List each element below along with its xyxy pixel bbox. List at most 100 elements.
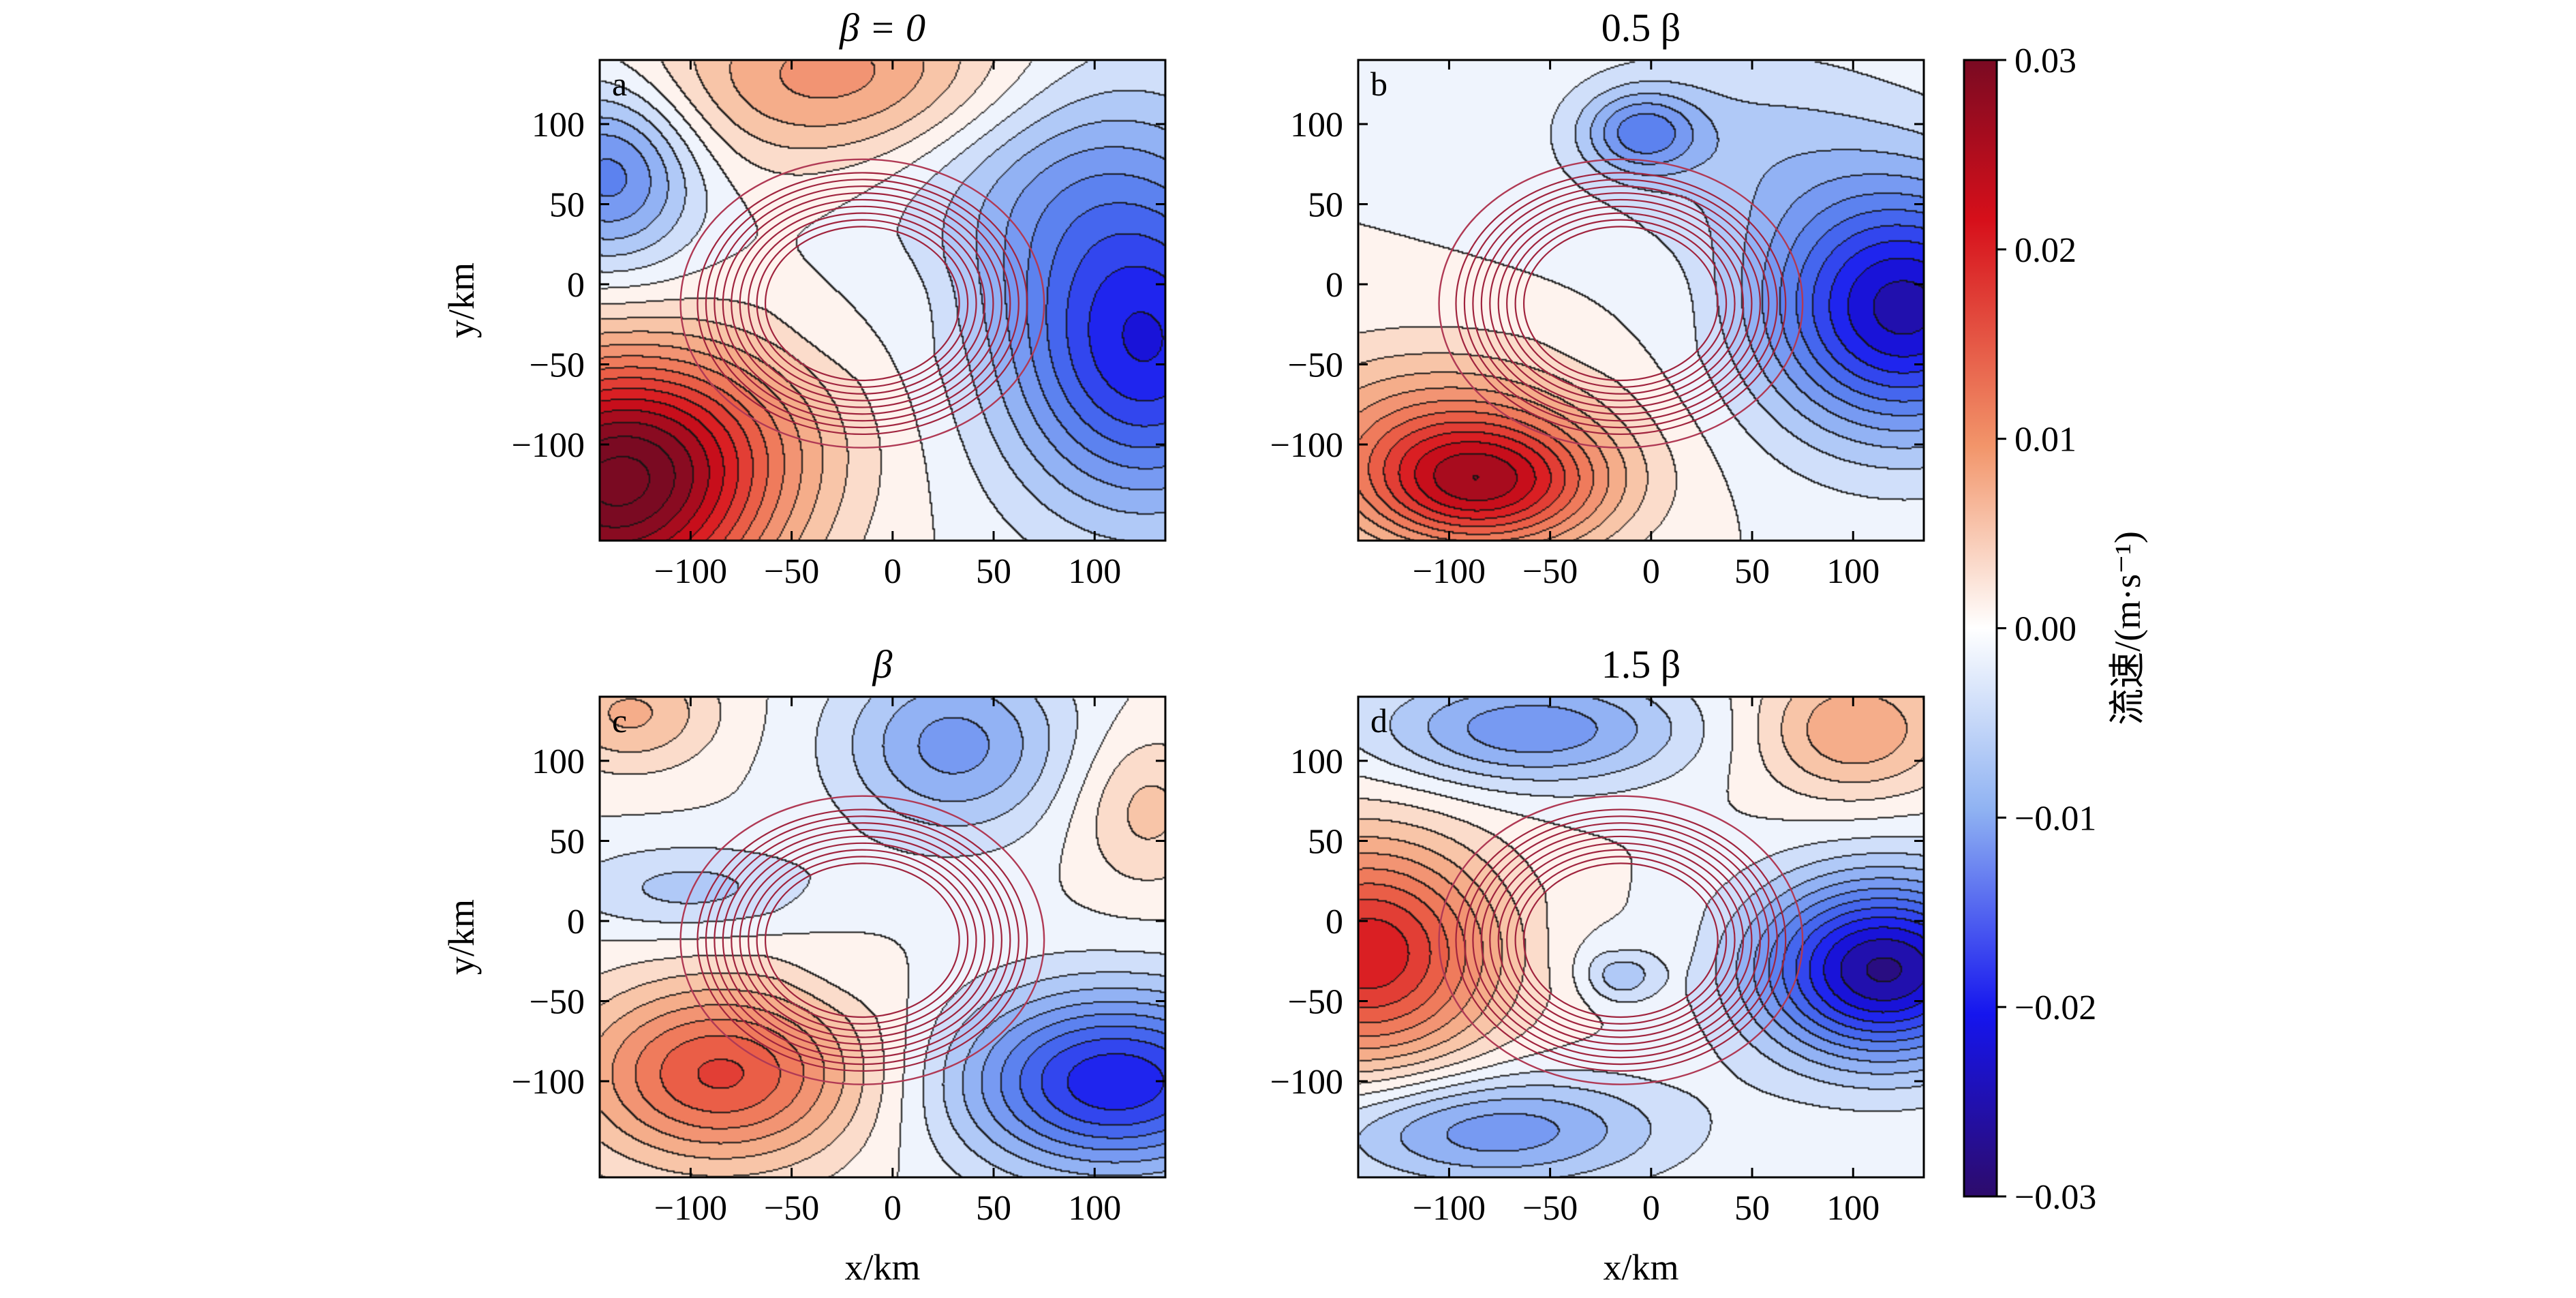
x-tick-label: 100 [1068, 552, 1121, 591]
vortex-ring [1522, 862, 1719, 1018]
colorbar-tick-label: 0.01 [2014, 421, 2076, 459]
x-tick-label: 50 [1734, 552, 1770, 591]
y-axis-label: y/km [441, 899, 482, 975]
vortex-ring [696, 172, 1028, 436]
x-tick-label: 0 [1642, 552, 1660, 591]
panel-c: −100 −50 0 50 100 100 50 0 −50 −100 β c y/km x/km [441, 642, 1167, 1288]
contour-fill [600, 60, 1165, 541]
colorbar-tick-label: 0.03 [2014, 42, 2076, 80]
y-tick-label: −50 [1288, 346, 1343, 385]
vortex-ring [756, 219, 969, 388]
y-tick-label: 100 [532, 106, 585, 145]
outer-circle [1438, 158, 1804, 449]
vortex-ring [1463, 815, 1778, 1066]
x-tick-label: −100 [1413, 552, 1486, 591]
y-tick-label: 0 [567, 903, 585, 941]
vortex-ring [1480, 828, 1761, 1052]
vortex-ring [722, 192, 1002, 415]
x-tick-label: −100 [654, 1189, 727, 1228]
vortex-ring [1506, 212, 1736, 395]
y-tick-label: −100 [1270, 1063, 1343, 1102]
x-tick-label: 0 [1642, 1189, 1660, 1228]
x-tick-label: −50 [764, 552, 819, 591]
vortex-ring [739, 842, 986, 1038]
vortex-ring [714, 185, 1011, 422]
vortex-ring [764, 226, 960, 382]
vortex-ring [714, 822, 1011, 1059]
y-tick-label: 100 [1290, 742, 1343, 781]
vortex-ring [748, 212, 977, 395]
y-tick-label: 0 [1325, 266, 1343, 305]
vortex-ring [722, 828, 1002, 1052]
y-tick-label: −100 [512, 1063, 585, 1102]
vortex-ring [1472, 822, 1770, 1059]
outer-circle [679, 795, 1045, 1085]
y-tick-label: −50 [1288, 983, 1343, 1022]
colorbar-tick-label: −0.02 [2014, 988, 2096, 1027]
y-tick-label: 50 [1308, 823, 1343, 862]
vortex-ring [1497, 842, 1745, 1038]
y-tick-label: 50 [1308, 186, 1343, 225]
vortex-ring [1489, 835, 1753, 1045]
panel-letter: b [1370, 65, 1387, 103]
x-tick-label: −50 [764, 1189, 819, 1228]
y-tick-label: −50 [530, 346, 585, 385]
colorbar-tick-label: −0.03 [2014, 1178, 2096, 1217]
vortex-ring [1455, 172, 1787, 436]
outer-circle [1438, 795, 1804, 1085]
x-tick-label: −100 [654, 552, 727, 591]
panel-d: −100 −50 0 50 100 100 50 0 −50 −100 1.5 β d x/km [1270, 642, 1925, 1288]
x-tick-label: 0 [884, 552, 902, 591]
panel-title: β = 0 [839, 5, 925, 50]
vortex-ring [1489, 198, 1753, 408]
vortex-ring [1506, 849, 1736, 1031]
vortex-ring [1472, 185, 1770, 422]
vortex-ring [731, 198, 994, 408]
x-tick-label: 100 [1826, 552, 1880, 591]
contour-fill [600, 697, 1165, 1177]
colorbar-tick-label: 0.00 [2014, 610, 2076, 649]
colorbar: 0.03 0.02 0.01 0.00 −0.01 −0.02 −0.03 流速/(m·s⁻¹… [1963, 42, 2148, 1217]
vortex-ring [731, 835, 994, 1045]
vortex-ring [1463, 179, 1778, 429]
x-tick-label: 100 [1068, 1189, 1121, 1228]
vortex-ring [748, 849, 977, 1031]
y-axis-label: y/km [441, 262, 482, 338]
panel-a: −100 −50 0 50 100 100 50 0 −50 −100 β = 0 a y/km [441, 5, 1167, 591]
y-tick-label: 0 [567, 266, 585, 305]
x-axis-label: x/km [1603, 1247, 1678, 1288]
x-tick-label: 50 [1734, 1189, 1770, 1228]
vortex-ring [756, 856, 969, 1025]
panel-title: β [872, 642, 893, 686]
vortex-ring [696, 809, 1028, 1072]
vortex-ring [705, 179, 1019, 429]
y-tick-label: 100 [532, 742, 585, 781]
colorbar-tick-label: −0.01 [2014, 799, 2096, 838]
x-tick-label: −50 [1522, 552, 1578, 591]
colorbar-bar [1963, 59, 1998, 1198]
vortex-ring [705, 815, 1019, 1066]
contour-fill [1358, 697, 1924, 1177]
vortex-ring [1480, 192, 1761, 415]
panel-b: −100 −50 0 50 100 100 50 0 −50 −100 0.5 β b [1270, 5, 1925, 591]
x-axis-label: x/km [844, 1247, 920, 1288]
vortex-ring [1514, 219, 1728, 388]
plot-frame [598, 59, 1167, 542]
vortex-ring [1497, 205, 1745, 402]
vortex-ring [1514, 856, 1728, 1025]
y-tick-label: 100 [1290, 106, 1343, 145]
vortex-ring [1455, 809, 1787, 1072]
panel-title: 0.5 β [1601, 5, 1681, 50]
y-tick-label: 0 [1325, 903, 1343, 941]
y-tick-label: −50 [530, 983, 585, 1022]
x-tick-label: −50 [1522, 1189, 1578, 1228]
y-tick-label: 50 [549, 186, 585, 225]
plot-frame [1357, 59, 1925, 542]
outer-circle [679, 158, 1045, 449]
plot-frame [1357, 695, 1925, 1179]
x-tick-label: 50 [976, 1189, 1011, 1228]
x-tick-label: 0 [884, 1189, 902, 1228]
vortex-ring [739, 205, 986, 402]
x-tick-label: −100 [1413, 1189, 1486, 1228]
